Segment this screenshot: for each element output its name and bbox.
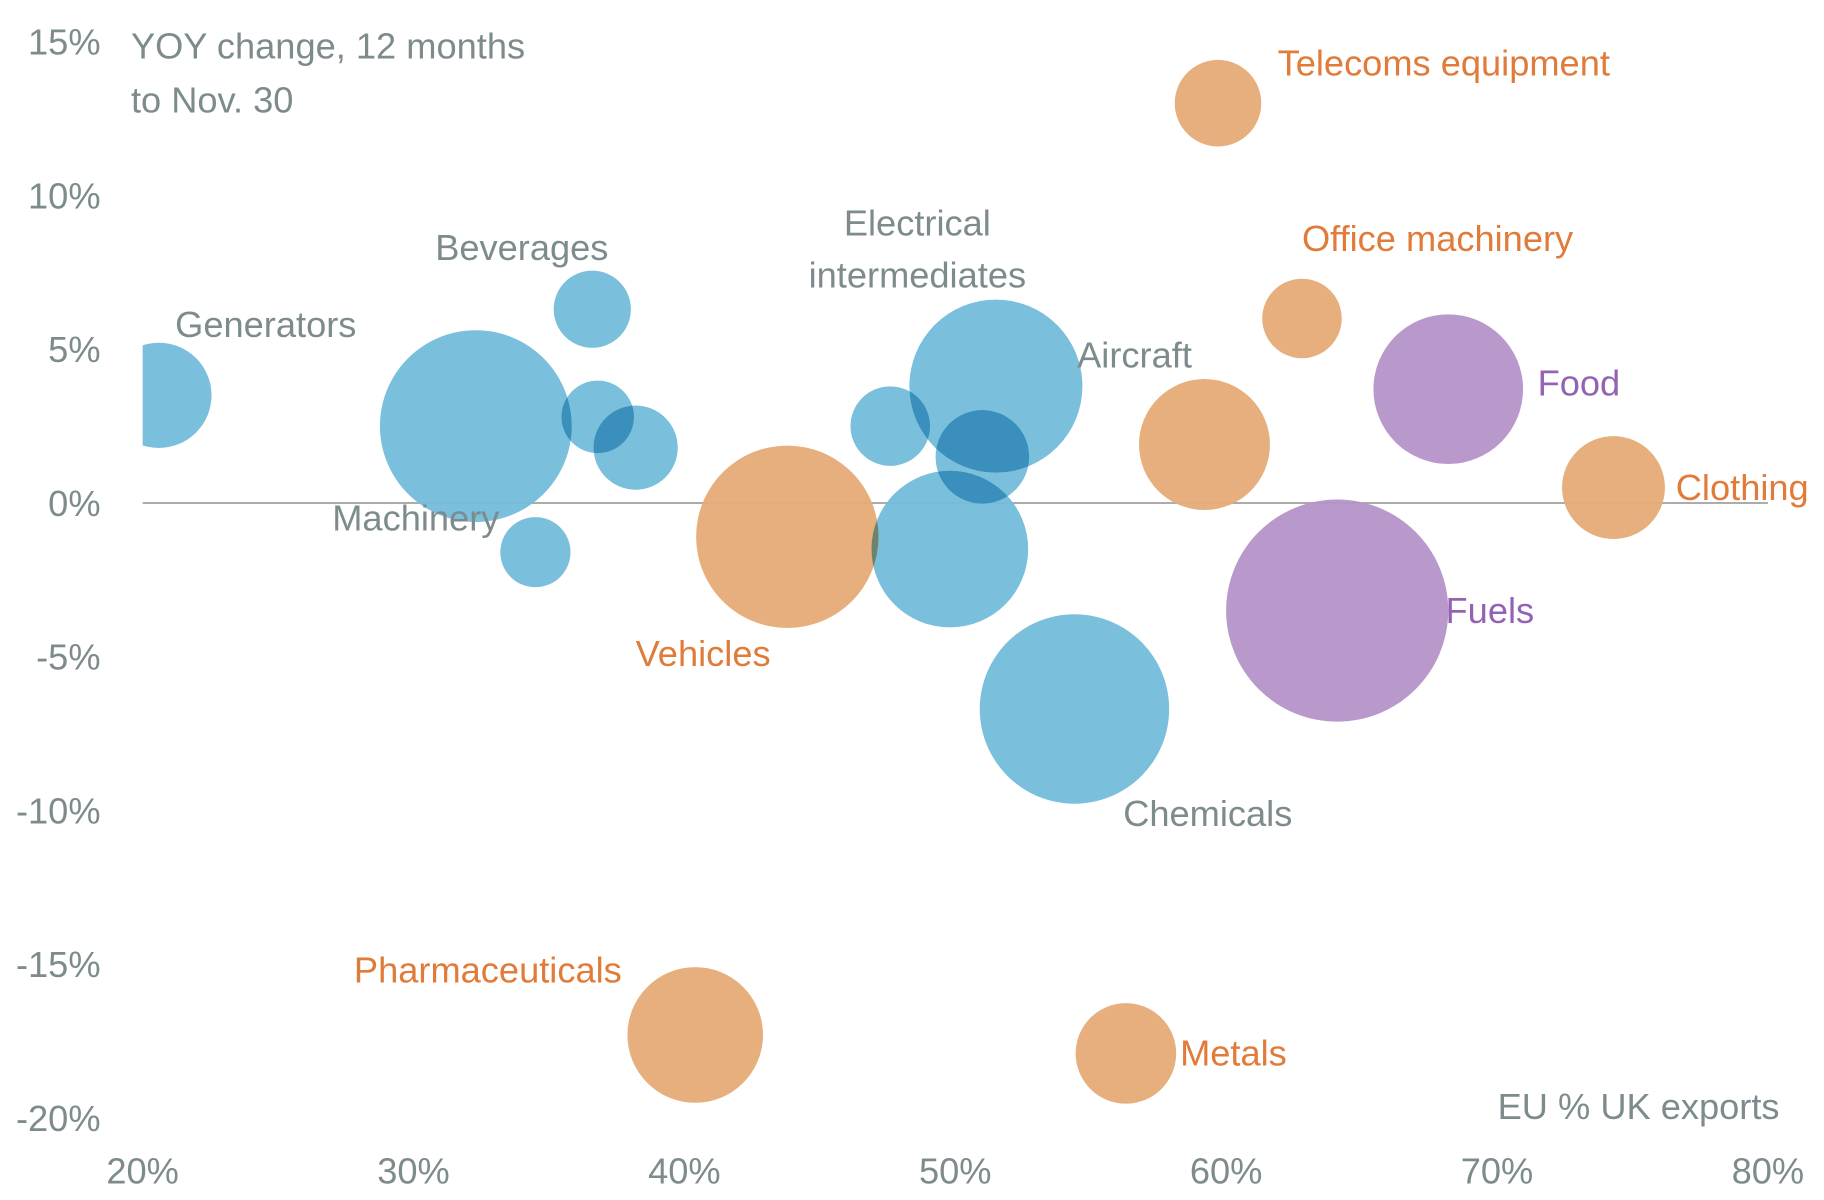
y-tick-label: -20% xyxy=(16,1098,101,1139)
y-tick-label: 10% xyxy=(28,175,101,216)
bubble-beverages xyxy=(553,270,631,348)
data-label: Electrical xyxy=(844,202,991,243)
data-label: Metals xyxy=(1180,1033,1287,1074)
data-label: Office machinery xyxy=(1302,218,1574,259)
y-axis-title-line-1: YOY change, 12 months xyxy=(131,26,525,67)
bubble-pharmaceuticals xyxy=(627,967,764,1103)
y-axis-title-line-2: to Nov. 30 xyxy=(131,79,293,120)
data-label: Food xyxy=(1538,362,1621,403)
data-label: Generators xyxy=(175,304,356,345)
data-label: Telecoms equipment xyxy=(1278,43,1610,84)
data-label: Vehicles xyxy=(636,633,771,674)
bubble-telecoms-equipment xyxy=(1174,59,1262,147)
data-label: Beverages xyxy=(435,227,608,268)
bubble-unlabeled xyxy=(871,470,1029,628)
y-tick-label: -5% xyxy=(36,637,100,678)
bubble-metals xyxy=(1075,1003,1177,1104)
x-tick-label: 60% xyxy=(1190,1150,1263,1191)
data-label: Fuels xyxy=(1446,590,1535,631)
x-tick-label: 80% xyxy=(1732,1150,1805,1191)
bubble-unlabeled xyxy=(593,405,678,490)
data-label: Clothing xyxy=(1676,467,1809,508)
x-tick-label: 30% xyxy=(377,1150,450,1191)
y-axis-ticks: 15% 10% 5% 0% -5% -10% -15% -20% xyxy=(16,22,101,1139)
data-label: Pharmaceuticals xyxy=(354,950,622,991)
y-tick-label: 5% xyxy=(48,329,100,370)
bubbles xyxy=(142,59,1665,1104)
y-axis-title: YOY change, 12 months to Nov. 30 xyxy=(131,26,525,121)
data-label: Chemicals xyxy=(1123,793,1292,834)
x-tick-label: 20% xyxy=(106,1150,179,1191)
bubble-vehicles xyxy=(696,445,879,628)
bubble-generators xyxy=(142,342,212,448)
bubble-labels: Generators Beverages Machinery Electrical in… xyxy=(175,43,1809,1074)
bubble-fuels xyxy=(1226,499,1449,722)
bubble-unlabeled xyxy=(850,386,931,466)
data-label: Machinery xyxy=(332,498,500,539)
bubble-chemicals xyxy=(979,614,1170,804)
bubble-clothing xyxy=(1562,436,1665,540)
x-tick-label: 70% xyxy=(1461,1150,1534,1191)
bubble-office-machinery xyxy=(1262,278,1342,359)
x-tick-label: 50% xyxy=(919,1150,992,1191)
bubble-machinery xyxy=(379,330,572,522)
y-tick-label: -15% xyxy=(16,944,101,985)
y-tick-label: 15% xyxy=(28,22,101,63)
x-tick-label: 40% xyxy=(648,1150,721,1191)
bubble-food xyxy=(1373,314,1524,465)
x-axis-ticks: 20% 30% 40% 50% 60% 70% 80% xyxy=(106,1150,1804,1191)
bubble-aircraft xyxy=(1138,379,1270,511)
data-label: intermediates xyxy=(809,255,1027,296)
data-label: Aircraft xyxy=(1077,335,1192,376)
y-tick-label: 0% xyxy=(48,483,100,524)
x-axis-title: EU % UK exports xyxy=(1498,1086,1780,1127)
bubble-unlabeled xyxy=(500,517,571,588)
y-tick-label: -10% xyxy=(16,790,101,831)
